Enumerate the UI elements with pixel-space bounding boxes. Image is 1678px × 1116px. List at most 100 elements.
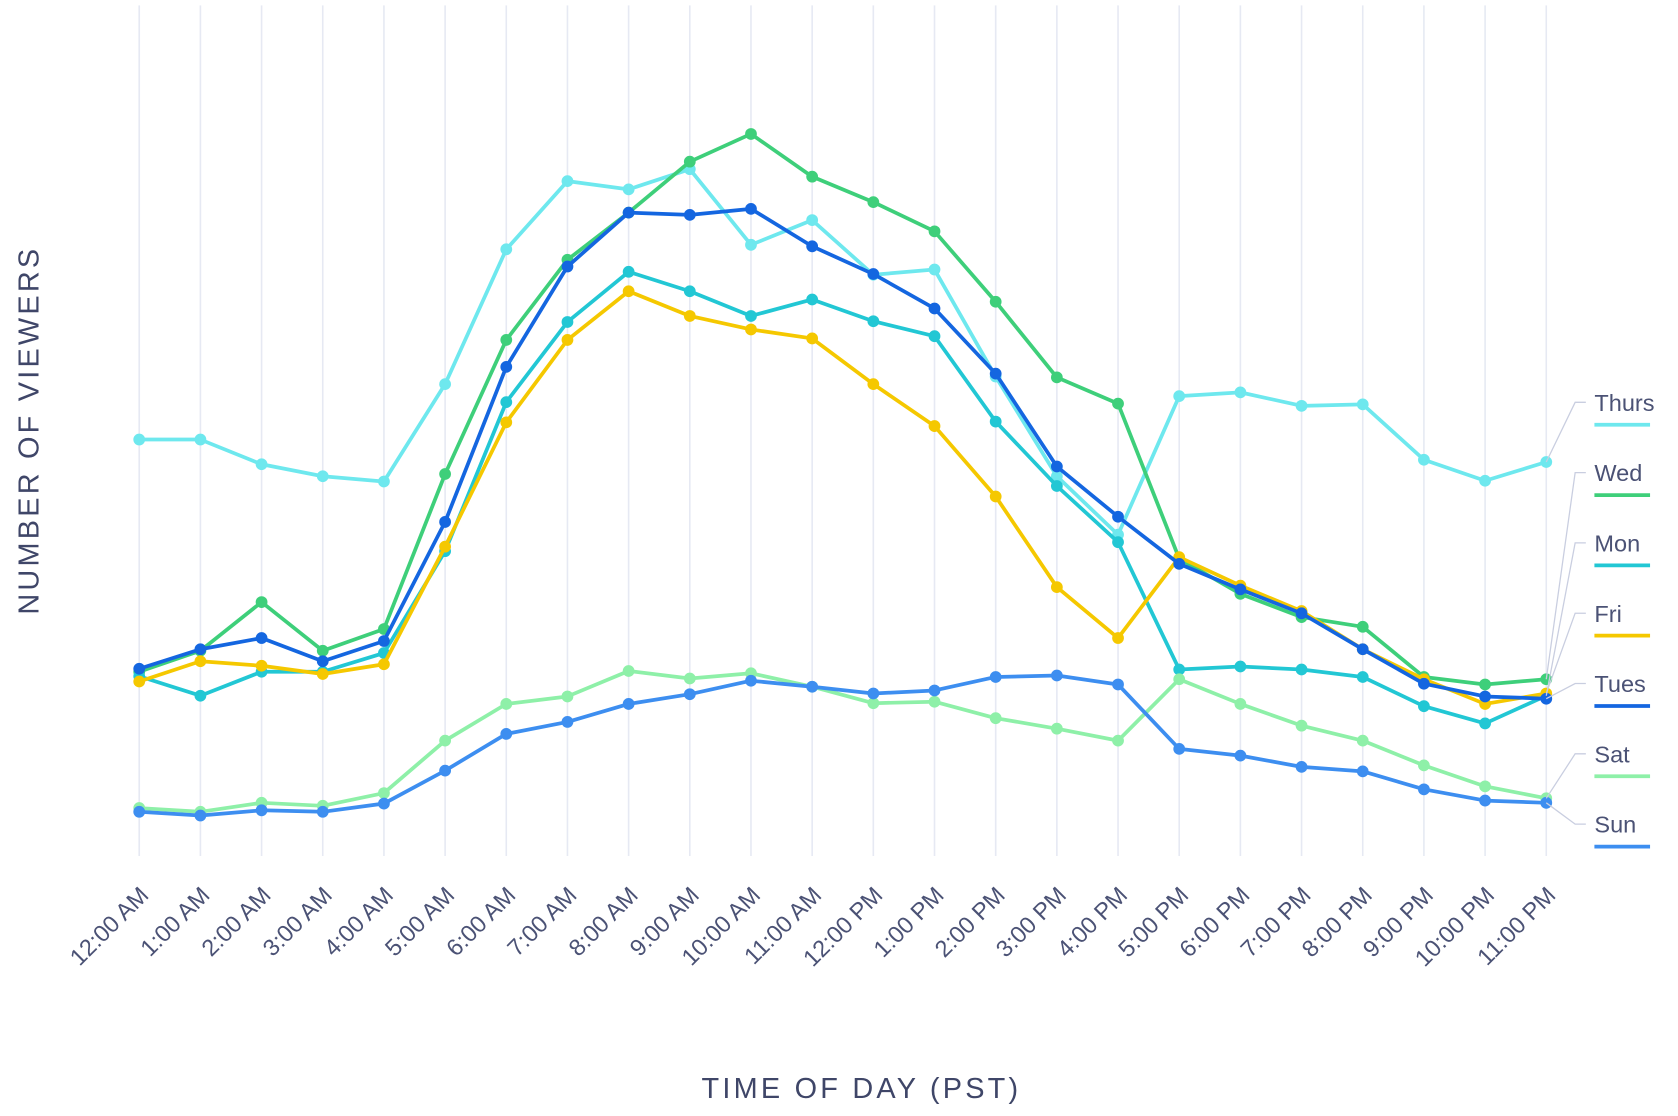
data-point [316, 470, 329, 483]
data-point [1173, 558, 1186, 570]
data-point [928, 225, 941, 238]
series-line [138, 132, 1547, 687]
data-point [622, 665, 635, 677]
data-point [683, 208, 696, 221]
x-axis-title: TIME OF DAY (PST) [702, 1073, 1022, 1105]
data-point [1479, 678, 1491, 691]
data-point [316, 668, 329, 680]
data-point [989, 415, 1002, 428]
data-point [378, 635, 390, 647]
data-point [1173, 743, 1186, 755]
data-point [1356, 620, 1369, 633]
data-point [1112, 536, 1124, 549]
data-point [439, 764, 451, 777]
data-point [378, 658, 390, 671]
data-point [867, 196, 880, 209]
data-point [745, 128, 757, 140]
data-point [867, 697, 880, 710]
data-point [806, 293, 819, 306]
data-point [806, 332, 819, 345]
data-point [1295, 719, 1308, 732]
data-point [683, 310, 696, 322]
data-point [561, 690, 574, 703]
data-point [1418, 759, 1430, 772]
data-point [989, 671, 1002, 683]
data-point [439, 734, 451, 747]
legend-label: Fri [1594, 601, 1621, 627]
data-point [683, 672, 696, 685]
data-point [867, 687, 880, 700]
legend-leader [1545, 401, 1586, 463]
series-line [139, 167, 1547, 537]
data-point [1418, 700, 1430, 713]
data-point [1418, 783, 1430, 796]
data-point [133, 675, 146, 688]
data-point [133, 433, 146, 446]
data-point [133, 805, 146, 818]
data-point [989, 367, 1002, 380]
data-point [194, 809, 207, 822]
data-point [378, 475, 390, 488]
data-point [1356, 734, 1369, 747]
data-point [561, 334, 574, 346]
data-point [1479, 780, 1491, 793]
data-point [439, 468, 451, 480]
data-point [745, 310, 757, 322]
data-point [806, 214, 819, 226]
data-point [1234, 583, 1247, 596]
data-point [1173, 663, 1186, 676]
data-point [1173, 390, 1186, 402]
data-point [1173, 673, 1186, 686]
data-point [1112, 678, 1124, 691]
data-point [561, 260, 574, 273]
data-point [1295, 399, 1308, 412]
data-point [316, 805, 329, 818]
data-point [989, 490, 1002, 503]
data-point [561, 716, 574, 728]
data-point [1479, 717, 1491, 730]
legend-leader [1545, 802, 1586, 825]
data-point [378, 787, 390, 799]
data-point [1418, 677, 1430, 690]
data-point [683, 688, 696, 701]
legend-label: Wed [1594, 460, 1642, 486]
data-point [867, 378, 880, 391]
data-point [1234, 698, 1247, 710]
data-point [255, 596, 268, 608]
data-point [1356, 765, 1369, 778]
data-point [1234, 749, 1247, 762]
data-point [1050, 460, 1063, 473]
data-point [439, 378, 451, 391]
legend-leader [1545, 471, 1586, 680]
data-point [255, 458, 268, 471]
data-point [622, 265, 635, 278]
legend-label: Thurs [1594, 390, 1654, 416]
legend-leader [1545, 612, 1586, 694]
data-point [1112, 397, 1124, 410]
data-point [1234, 386, 1247, 399]
data-point [1050, 722, 1063, 735]
legend-leader [1545, 753, 1586, 799]
y-axis-title: NUMBER OF VIEWERS [14, 246, 46, 615]
data-point [1050, 581, 1063, 593]
data-point [1112, 510, 1124, 523]
data-point [561, 175, 574, 188]
data-point [1418, 453, 1430, 466]
data-point [867, 315, 880, 328]
data-point [1295, 663, 1308, 676]
data-point [1050, 470, 1063, 483]
data-point [500, 334, 513, 346]
data-point [500, 243, 513, 256]
data-point [989, 712, 1002, 725]
data-point [1356, 398, 1369, 411]
data-point [1479, 794, 1491, 807]
legend-leader [1545, 682, 1586, 700]
data-point [1112, 734, 1124, 747]
data-point [194, 643, 207, 656]
data-point [439, 516, 451, 528]
data-point [928, 330, 941, 343]
data-point [745, 202, 757, 215]
data-point [500, 728, 513, 740]
data-point [622, 206, 635, 219]
